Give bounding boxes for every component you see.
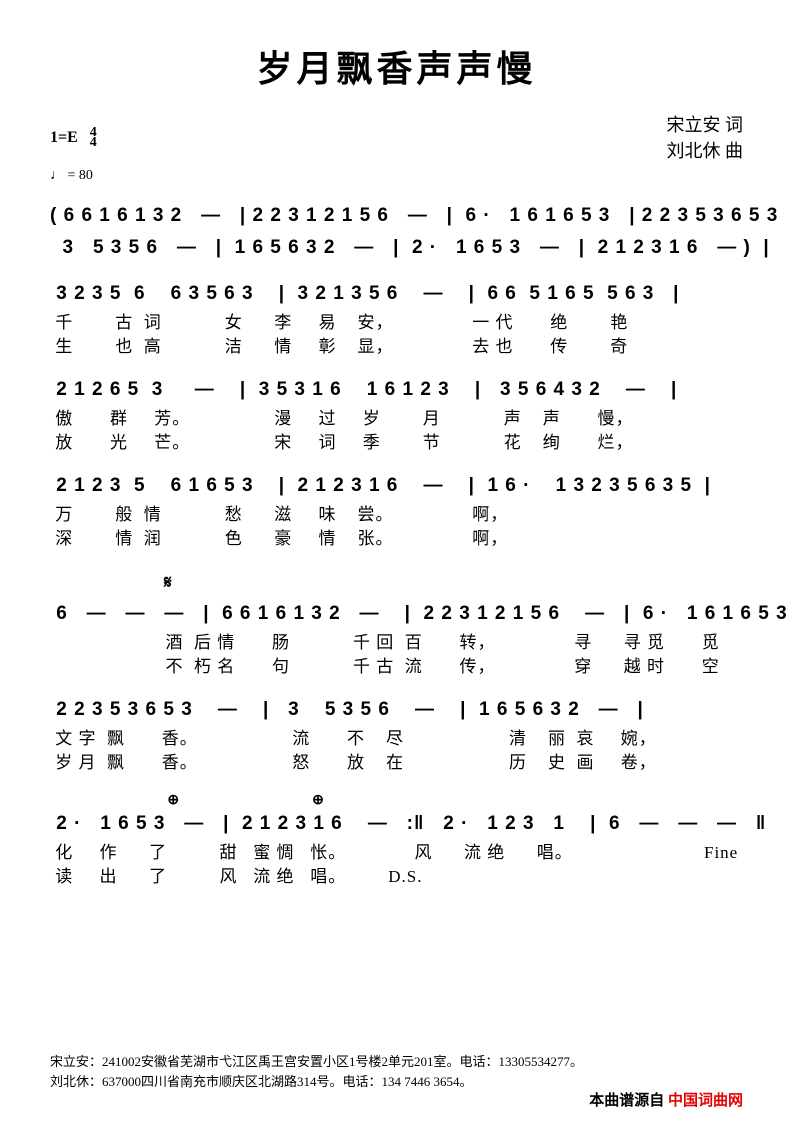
lyricist: 宋立安 词 <box>667 112 744 138</box>
composer: 刘北休 曲 <box>667 138 744 164</box>
verse4-lyric2: 不 朽 名 句 千 古 流 传， 穿 越 时 空 <box>50 656 743 678</box>
footer-contact: 宋立安：241002安徽省芜湖市弋江区禹王宫安置小区1号楼2单元201室。电话：… <box>50 1052 743 1092</box>
verse4-music: 6 — — — | 6 6 1 6 1 3 2 — | 2 2 3 1 2 1 … <box>50 600 743 628</box>
credits: 宋立安 词 刘北休 曲 <box>667 112 744 164</box>
verse6: ⊕ ⊕ 2 · 1 6 5 3 — | 2 1 2 3 1 6 — :‖ 2 ·… <box>50 792 743 888</box>
verse1-music: 3 2 3 5 6 6 3 5 6 3 | 3 2 1 3 5 6 — | 6 … <box>50 280 743 308</box>
coda-mark: ⊕ ⊕ <box>50 792 743 806</box>
song-title: 岁月飘香声声慢 <box>50 40 743 92</box>
verse2-music: 2 1 2 6 5 3 — | 3 5 3 1 6 1 6 1 2 3 | 3 … <box>50 376 743 404</box>
verse3-lyric2: 深 情 润 色 豪 情 张。 啊， <box>50 528 743 550</box>
footer-line1: 宋立安：241002安徽省芜湖市弋江区禹王宫安置小区1号楼2单元201室。电话：… <box>50 1052 743 1072</box>
verse5-lyric1: 文 字 飘 香。 流 不 尽 清 丽 哀 婉， <box>50 728 743 750</box>
verse5-music: 2 2 3 5 3 6 5 3 — | 3 5 3 5 6 — | 1 6 5 … <box>50 696 743 724</box>
verse3-music: 2 1 2 3 5 6 1 6 5 3 | 2 1 2 3 1 6 — | 1 … <box>50 472 743 500</box>
verse2-lyric2: 放 光 芒。 宋 词 季 节 花 绚 烂， <box>50 432 743 454</box>
source-credit: 本曲谱源自 中国词曲网 <box>589 1089 743 1110</box>
source-label: 本曲谱源自 <box>589 1093 664 1109</box>
header-row: 1=E 4 4 宋立安 词 刘北休 曲 <box>50 112 743 164</box>
verse4: 𝄋 6 — — — | 6 6 1 6 1 3 2 — | 2 2 3 1 2 … <box>50 568 743 678</box>
verse2-lyric1: 傲 群 芳。 漫 过 岁 月 声 声 慢， <box>50 408 743 430</box>
verse6-lyric2: 读 出 了 风 流 绝 唱。 D.S. <box>50 866 743 888</box>
key-time: 1=E 4 4 <box>50 112 97 164</box>
verse3: 2 1 2 3 5 6 1 6 5 3 | 2 1 2 3 1 6 — | 1 … <box>50 472 743 550</box>
verse5-lyric2: 岁 月 飘 香。 怒 放 在 历 史 画 卷， <box>50 752 743 774</box>
key-signature: 1=E <box>50 129 78 147</box>
intro-line2: 3 5 3 5 6 — | 1 6 5 6 3 2 — | 2 · 1 6 5 … <box>50 234 743 262</box>
tempo: ♩ = 80 <box>50 168 743 184</box>
intro-line1: ( 6 6 1 6 1 3 2 — | 2 2 3 1 2 1 5 6 — | … <box>50 202 743 230</box>
time-bottom: 4 <box>90 138 97 148</box>
intro-section: ( 6 6 1 6 1 3 2 — | 2 2 3 1 2 1 5 6 — | … <box>50 202 743 262</box>
verse1: 3 2 3 5 6 6 3 5 6 3 | 3 2 1 3 5 6 — | 6 … <box>50 280 743 358</box>
verse1-lyric2: 生 也 高 洁 情 彰 显， 去 也 传 奇 <box>50 336 743 358</box>
source-site: 中国词曲网 <box>668 1093 743 1109</box>
verse2: 2 1 2 6 5 3 — | 3 5 3 1 6 1 6 1 2 3 | 3 … <box>50 376 743 454</box>
verse3-lyric1: 万 般 情 愁 滋 味 尝。 啊， <box>50 504 743 526</box>
time-signature: 4 4 <box>90 128 97 148</box>
segno-mark: 𝄋 <box>50 568 743 596</box>
verse5: 2 2 3 5 3 6 5 3 — | 3 5 3 5 6 — | 1 6 5 … <box>50 696 743 774</box>
verse4-lyric1: 酒 后 情 肠 千 回 百 转， 寻 寻 觅 觅 <box>50 632 743 654</box>
verse1-lyric1: 千 古 词 女 李 易 安， 一 代 绝 艳 <box>50 312 743 334</box>
verse6-lyric1: 化 作 了 甜 蜜 惆 怅。 风 流 绝 唱。 Fine <box>50 842 743 864</box>
verse6-music: 2 · 1 6 5 3 — | 2 1 2 3 1 6 — :‖ 2 · 1 2… <box>50 810 743 838</box>
